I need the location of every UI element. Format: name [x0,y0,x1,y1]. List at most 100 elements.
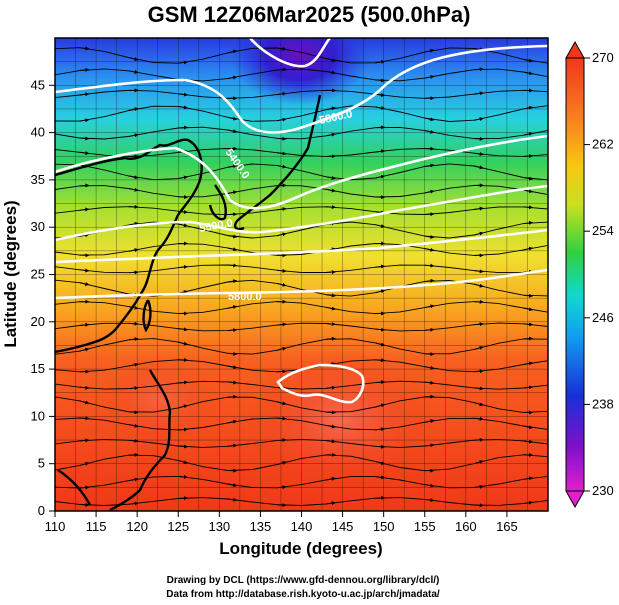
stream-arrow [523,293,534,298]
stream-arrow [276,322,287,327]
stream-arrow [128,362,139,367]
stream-arrow [474,67,484,72]
coastline-borneo [57,469,92,506]
stream-arrow [473,460,484,465]
stream-arrow [326,57,336,62]
stream-arrow [227,49,238,54]
colorbar-ticks: 230 238 246 254 262 270 [584,50,614,498]
stream-arrow [227,394,238,399]
stream-arrow [178,223,188,228]
stream-arrow [227,419,238,424]
stream-arrow [523,385,534,390]
stream-arrow [424,498,435,503]
stream-arrow [424,163,435,168]
colorbar-tick-label: 246 [592,310,614,325]
y-tick-label: 25 [31,267,45,282]
stream-arrow [375,427,386,432]
stream-arrow [128,386,139,391]
stream-arrow [178,496,188,501]
stream-arrow [375,403,386,408]
stream-arrow [227,247,238,252]
stream-arrow [326,424,336,429]
colorbar-tick-label: 262 [592,137,614,152]
stream-arrow [326,293,336,298]
stream-arrow [178,105,188,110]
stream-arrow [128,69,139,74]
stream-arrow [276,416,287,421]
credit-data: Data from http://database.rish.kyoto-u.a… [166,589,440,600]
y-tick-label: 15 [31,361,45,376]
stream-arrow [178,427,188,432]
stream-arrow [227,305,238,309]
stream-arrow [375,78,386,83]
stream-arrow [473,117,484,122]
stream-arrow [424,74,435,79]
colorbar-tick-label: 254 [592,223,614,238]
coastline-korea [208,184,227,221]
stream-arrow [128,57,139,62]
y-axis: 0 5 10 15 20 25 30 35 40 45 [31,77,55,518]
coastline-taiwan [142,299,152,333]
stream-arrow [424,352,435,357]
grid-lines [55,38,548,511]
contour-label-5500: 5500.0 [198,217,233,235]
y-tick-label: 10 [31,408,45,423]
stream-arrow [276,164,287,169]
stream-arrow [227,129,238,134]
stream-arrow [474,386,484,391]
stream-arrow [326,270,336,275]
stream-arrow [326,306,336,311]
stream-arrow [523,476,534,481]
contour-label-5800: 5800.0 [228,291,262,303]
height-contours [55,38,548,404]
stream-arrow [523,361,534,366]
colorbar-tick-label: 270 [592,50,614,65]
stream-arrow [178,264,188,269]
stream-arrow [424,278,435,283]
stream-arrow [128,187,139,192]
stream-arrow [523,246,534,251]
stream-arrow [424,48,435,53]
stream-arrow [79,207,90,212]
stream-arrow [178,125,188,130]
stream-arrow [473,91,484,96]
stream-arrow [227,116,238,121]
stream-arrow [128,221,139,226]
stream-arrow [128,410,139,415]
stream-arrow [473,269,484,274]
stream-arrow [128,423,139,428]
contour-5700 [55,228,548,264]
stream-arrow [276,136,287,141]
stream-arrow [375,495,386,500]
stream-arrow [128,477,139,482]
stream-arrow [424,129,435,134]
stream-arrow [473,206,484,211]
stream-arrow [523,132,534,136]
x-tick-label: 140 [291,519,313,534]
stream-arrow [79,385,90,390]
stream-arrow [375,93,386,98]
stream-arrow [128,337,139,342]
stream-arrow [227,443,238,448]
stream-arrow [424,189,435,194]
x-axis: 110 115 120 125 130 135 140 145 150 155 160 165 [45,511,518,534]
stream-arrow [227,380,238,385]
stream-arrow [523,71,534,76]
y-tick-label: 45 [31,77,45,92]
coastline-philippines [109,369,172,511]
stream-arrow [424,304,435,309]
stream-arrow [473,165,484,170]
stream-arrow [79,400,90,405]
stream-arrow [473,151,484,156]
stream-arrow [128,501,139,506]
stream-arrow [178,60,188,65]
stream-arrow [326,132,336,137]
coastline-asia [55,138,203,354]
stream-arrow [227,164,238,169]
stream-arrow [424,212,435,217]
stream-arrow [128,175,139,180]
coastline-japan [233,94,322,231]
stream-arrow [227,365,238,370]
stream-arrow [79,322,90,327]
colorbar-max-arrow [565,40,585,59]
